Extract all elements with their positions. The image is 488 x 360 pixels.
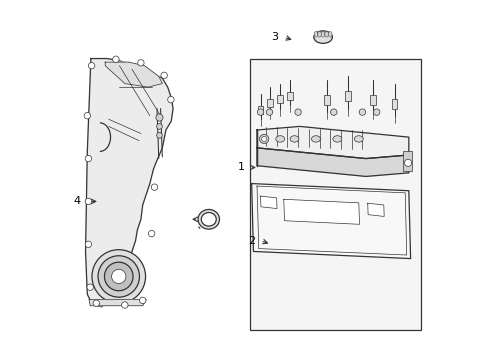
Circle shape [87, 284, 93, 291]
Bar [267, 99, 272, 107]
Circle shape [330, 109, 336, 115]
Ellipse shape [332, 136, 341, 142]
Text: 1: 1 [237, 162, 244, 172]
Circle shape [85, 156, 91, 162]
Circle shape [92, 249, 145, 303]
Circle shape [373, 109, 379, 115]
Circle shape [167, 96, 174, 103]
Circle shape [139, 297, 145, 303]
Text: 2: 2 [247, 236, 255, 246]
Circle shape [257, 109, 263, 115]
Ellipse shape [328, 31, 331, 37]
Circle shape [156, 132, 162, 138]
Circle shape [104, 262, 133, 291]
Ellipse shape [313, 31, 332, 43]
Circle shape [85, 241, 91, 248]
Circle shape [148, 230, 155, 237]
Circle shape [261, 136, 266, 141]
Ellipse shape [201, 212, 216, 226]
Polygon shape [257, 126, 408, 158]
Ellipse shape [275, 136, 284, 142]
Circle shape [294, 109, 301, 115]
Bar [345, 91, 350, 102]
Polygon shape [260, 196, 276, 208]
Circle shape [138, 60, 144, 66]
Circle shape [98, 256, 139, 297]
Circle shape [259, 134, 268, 144]
Ellipse shape [324, 31, 328, 37]
Circle shape [88, 63, 95, 69]
Circle shape [156, 123, 162, 129]
Text: 4: 4 [73, 197, 80, 206]
Bar [277, 95, 283, 103]
Circle shape [151, 184, 157, 190]
Circle shape [358, 109, 365, 115]
Text: 3: 3 [271, 32, 278, 42]
Polygon shape [85, 59, 173, 307]
Polygon shape [367, 203, 384, 216]
Circle shape [266, 109, 272, 115]
Circle shape [404, 159, 411, 166]
Circle shape [111, 269, 125, 284]
Bar [369, 95, 375, 105]
Ellipse shape [289, 136, 298, 142]
Circle shape [122, 302, 128, 308]
Bar [403, 152, 411, 171]
Circle shape [161, 72, 167, 78]
Polygon shape [283, 199, 359, 224]
Polygon shape [89, 300, 146, 306]
Ellipse shape [198, 210, 219, 229]
Ellipse shape [317, 31, 321, 37]
Circle shape [84, 112, 90, 119]
Circle shape [112, 56, 119, 63]
Ellipse shape [321, 31, 324, 37]
Polygon shape [257, 148, 408, 176]
Bar [257, 106, 263, 114]
Ellipse shape [311, 136, 320, 142]
Circle shape [156, 114, 163, 121]
Circle shape [93, 300, 99, 306]
Ellipse shape [313, 31, 317, 37]
Bar [249, 59, 421, 330]
Bar [287, 92, 292, 100]
Bar [391, 99, 397, 109]
Text: 5: 5 [203, 214, 210, 224]
Circle shape [85, 198, 91, 204]
Ellipse shape [354, 136, 363, 142]
Bar [323, 95, 329, 105]
Polygon shape [251, 184, 410, 258]
Polygon shape [105, 62, 162, 87]
